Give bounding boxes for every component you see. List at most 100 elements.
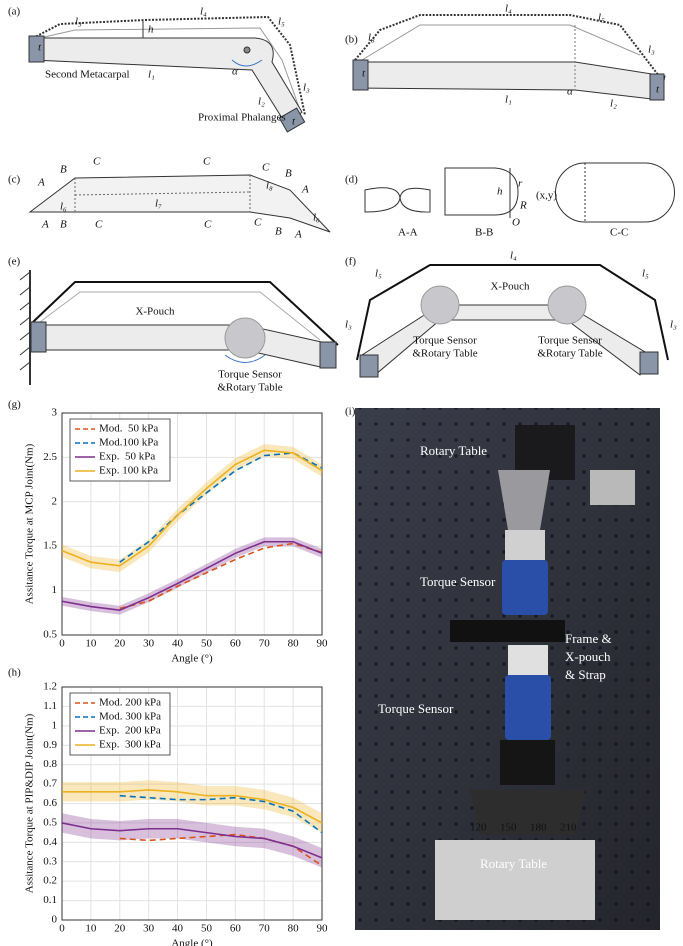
diagram-label: t bbox=[656, 84, 660, 96]
photo bbox=[355, 408, 660, 930]
y-tick-label: 2 bbox=[52, 495, 58, 507]
diagram-label: C bbox=[95, 219, 103, 231]
legend-label: Exp. 100 kPa bbox=[99, 465, 158, 477]
error-band bbox=[62, 813, 322, 868]
diagram-label: B bbox=[60, 164, 67, 176]
y-tick-label: 0.5 bbox=[43, 629, 57, 641]
y-tick-label: 0.5 bbox=[43, 816, 57, 828]
series-line bbox=[119, 452, 323, 563]
diagram-label: h bbox=[148, 24, 154, 36]
diagram-label: &Rotary Table bbox=[412, 348, 477, 360]
x-tick-label: 70 bbox=[259, 923, 271, 935]
photo-label: Torque Sensor bbox=[420, 574, 496, 589]
diagram-e bbox=[19, 270, 339, 385]
diagram-label: A bbox=[301, 184, 309, 196]
axes-frame bbox=[61, 686, 323, 921]
diagram-label: A bbox=[41, 219, 49, 231]
diagram-label: R bbox=[519, 200, 527, 212]
x-tick-label: 80 bbox=[288, 638, 300, 650]
diagram-label: l₄ bbox=[200, 6, 207, 18]
series-line bbox=[61, 822, 323, 859]
diagram-label: l₂ bbox=[610, 98, 617, 110]
x-tick-label: 10 bbox=[85, 923, 97, 935]
x-tick-label: 50 bbox=[201, 638, 213, 650]
y-tick-label: 0.9 bbox=[43, 739, 57, 751]
diagram-label: r bbox=[518, 178, 523, 190]
x-tick-label: 50 bbox=[201, 923, 213, 935]
error-band bbox=[62, 444, 322, 572]
legend-label: Exp. 200 kPa bbox=[99, 725, 161, 737]
x-tick-label: 20 bbox=[114, 638, 126, 650]
diagram-label: C-C bbox=[610, 227, 628, 239]
error-band bbox=[62, 780, 322, 833]
legend-label: Mod.100 kPa bbox=[99, 437, 158, 449]
panel-label: (d) bbox=[345, 174, 358, 186]
diagram-label: t bbox=[38, 42, 42, 54]
series-line bbox=[119, 542, 323, 610]
y-tick-label: 0.8 bbox=[43, 758, 57, 770]
diagram-label: l₃ bbox=[368, 32, 375, 44]
panel-label: (b) bbox=[345, 34, 358, 46]
diagram-f bbox=[356, 264, 669, 378]
diagram-label: Torque Sensor bbox=[218, 369, 282, 381]
diagram-label: B bbox=[275, 226, 282, 238]
diagram-label: l₅ bbox=[375, 268, 382, 280]
y-tick-label: 0.2 bbox=[43, 875, 57, 887]
diagram-label: Torque Sensor bbox=[413, 335, 477, 347]
x-tick-label: 80 bbox=[288, 923, 300, 935]
x-tick-label: 90 bbox=[317, 638, 329, 650]
y-tick-label: 0.3 bbox=[43, 855, 57, 867]
series-line bbox=[61, 540, 323, 611]
legend-label: Exp. 50 kPa bbox=[99, 451, 155, 463]
diagram-label: l₄ bbox=[505, 3, 512, 15]
photo-label: & Strap bbox=[565, 667, 606, 682]
diagram-label: l₆ bbox=[60, 201, 67, 213]
diagram-label: C bbox=[204, 219, 212, 231]
diagram-label: B-B bbox=[475, 227, 493, 239]
dial-label: 120 bbox=[470, 822, 487, 834]
diagram-label: X-Pouch bbox=[135, 306, 175, 318]
x-tick-label: 60 bbox=[230, 923, 242, 935]
panel-label: (i) bbox=[345, 406, 356, 418]
diagram-label: (x,y) bbox=[536, 190, 557, 202]
legend-label: Mod. 200 kPa bbox=[99, 697, 161, 709]
series-line bbox=[119, 833, 323, 867]
series-line bbox=[62, 789, 323, 824]
y-tick-label: 1.1 bbox=[43, 700, 57, 712]
diagram-label: l₃ bbox=[648, 44, 655, 56]
dial-label: 210 bbox=[560, 822, 577, 834]
y-tick-label: 1 bbox=[52, 584, 58, 596]
photo-label: Torque Sensor bbox=[378, 701, 454, 716]
photo-label: Rotary Table bbox=[480, 856, 547, 871]
panel-label: (h) bbox=[8, 667, 21, 679]
diagram-label: l₈ bbox=[266, 180, 273, 192]
x-tick-label: 40 bbox=[172, 923, 184, 935]
diagram-label: l₇ bbox=[155, 198, 162, 210]
diagram-label: l₁ bbox=[505, 94, 512, 106]
series-line bbox=[61, 449, 323, 567]
x-tick-label: 10 bbox=[85, 638, 97, 650]
y-axis-label: Assitance Torque at MCP Joint(Nm) bbox=[24, 443, 36, 604]
panel-label: (e) bbox=[8, 256, 21, 268]
y-tick-label: 1 bbox=[52, 719, 58, 731]
diagram-label: B bbox=[60, 219, 67, 231]
dial-label: 150 bbox=[500, 822, 517, 834]
diagram-label: C bbox=[203, 156, 211, 168]
panel-label: (f) bbox=[345, 256, 356, 268]
x-tick-label: 20 bbox=[114, 923, 126, 935]
diagram-label: α bbox=[567, 86, 573, 98]
diagram-label: B bbox=[285, 168, 292, 180]
diagram-label: Second Metacarpal bbox=[45, 69, 130, 81]
diagram-label: l₃ bbox=[303, 82, 310, 94]
photo-label: X-pouch bbox=[565, 649, 611, 664]
x-tick-label: 30 bbox=[143, 923, 155, 935]
diagram-label: l₅ bbox=[642, 268, 649, 280]
x-tick-label: 90 bbox=[317, 923, 329, 935]
diagram-c bbox=[28, 174, 331, 233]
axes-frame bbox=[61, 412, 323, 636]
y-tick-label: 0.7 bbox=[43, 778, 57, 790]
diagram-label: l₃ bbox=[345, 319, 352, 331]
diagram-label: A bbox=[37, 177, 45, 189]
x-tick-label: 0 bbox=[59, 638, 65, 650]
